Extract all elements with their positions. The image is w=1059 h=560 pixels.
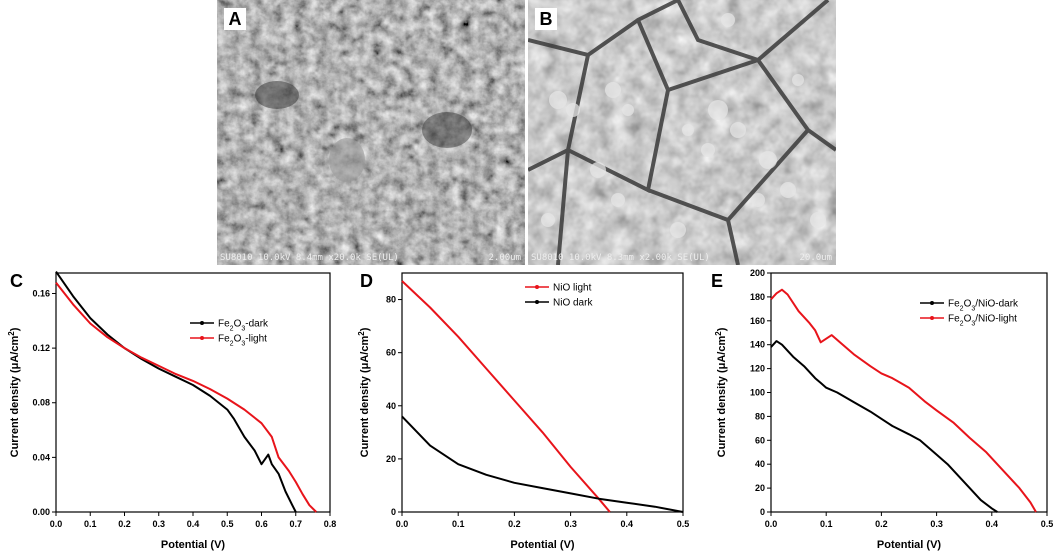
x-tick-label: 0.1	[84, 519, 97, 529]
series-line-0	[770, 340, 998, 513]
sem-caption-a: SU8010 10.0kV 8.4mm x20.0k SE(UL)	[220, 253, 399, 263]
x-axis-title: Potential (V)	[877, 539, 942, 551]
y-tick-label: 40	[755, 459, 765, 469]
series-line-0	[55, 271, 297, 513]
y-tick-label: 0.12	[32, 343, 50, 353]
x-tick-label: 0.4	[621, 519, 634, 529]
y-tick-label: 20	[386, 454, 396, 464]
panel-label-a: A	[224, 8, 246, 30]
panel-label-d: D	[360, 271, 373, 291]
panel-label-e: E	[711, 271, 723, 291]
chart-c-container: C 0.0 0.1 0.2 0.3 0.4 0.5 0.6 0.7 0.8 0.00 0.04 0.08…	[0, 265, 345, 555]
y-tick-label: 120	[750, 364, 765, 374]
x-tick-label: 0.2	[508, 519, 521, 529]
legend-label: Fe2O3-light	[218, 334, 267, 348]
legend-marker	[200, 336, 204, 340]
x-tick-label: 0.0	[765, 519, 778, 529]
series-line-0	[401, 280, 611, 513]
panel-label-c: C	[10, 271, 23, 291]
y-tick-label: 0.04	[32, 452, 50, 462]
y-tick-label: 0.00	[32, 507, 50, 517]
x-tick-label: 0.7	[289, 519, 302, 529]
plot-frame	[401, 272, 684, 513]
x-tick-label: 0.4	[986, 519, 999, 529]
legend-label: Fe2O3/NiO-light	[948, 314, 1017, 328]
legend-marker	[535, 285, 539, 289]
legend-marker	[535, 300, 539, 304]
x-tick-label: 0.0	[50, 519, 63, 529]
y-tick-label: 160	[750, 316, 765, 326]
x-tick-label: 0.4	[187, 519, 200, 529]
x-tick-label: 0.1	[820, 519, 833, 529]
chart-d-container: D 0.0 0.1 0.2 0.3 0.4 0.5 0 20 40 60 80 Potential (V…	[350, 265, 700, 555]
y-axis-title: Current density (μA/cm2)	[357, 327, 372, 457]
y-tick-label: 0.08	[32, 398, 50, 408]
sem-texture-b	[528, 0, 836, 265]
y-axis-title: Current density (μA/cm2)	[7, 327, 22, 457]
y-tick-label: 0	[391, 507, 396, 517]
panel-label-b: B	[535, 8, 557, 30]
x-tick-label: 0.1	[452, 519, 465, 529]
x-tick-label: 0.3	[152, 519, 165, 529]
y-tick-label: 180	[750, 292, 765, 302]
x-axis-title: Potential (V)	[510, 539, 575, 551]
y-tick-label: 100	[750, 388, 765, 398]
x-tick-label: 0.2	[875, 519, 888, 529]
legend-label: NiO light	[553, 283, 592, 294]
chart-d: D 0.0 0.1 0.2 0.3 0.4 0.5 0 20 40 60 80 Potential (V…	[357, 271, 690, 551]
x-tick-label: 0.3	[564, 519, 577, 529]
x-tick-label: 0.3	[930, 519, 943, 529]
y-tick-label: 60	[386, 348, 396, 358]
legend-marker	[930, 316, 934, 320]
y-axis-title: Current density (μA/cm2)	[714, 327, 729, 457]
x-tick-label: 0.6	[255, 519, 268, 529]
plot-frame	[55, 272, 331, 513]
x-tick-label: 0.0	[396, 519, 409, 529]
x-axis-title: Potential (V)	[161, 539, 226, 551]
y-tick-label: 80	[386, 295, 396, 305]
series-line-1	[770, 288, 1037, 513]
y-tick-label: 140	[750, 340, 765, 350]
sem-caption-b: SU8010 10.0kV 8.3mm x2.00k SE(UL)	[531, 253, 710, 263]
x-tick-label: 0.2	[118, 519, 131, 529]
sem-scale-a: 2.00um	[488, 253, 521, 263]
y-tick-label: 0	[760, 507, 765, 517]
chart-e-container: E 0.0 0.1 0.2 0.3 0.4 0.5 0 20 40 60 80 100 120 140 160…	[705, 265, 1059, 555]
series-line-1	[401, 415, 684, 513]
y-tick-label: 0.16	[32, 288, 50, 298]
legend-label: Fe2O3-dark	[218, 319, 269, 333]
sem-image-a: A SU8010 10.0kV 8.4mm x20.0k SE(UL) 2.00…	[217, 0, 525, 265]
sem-texture-a	[217, 0, 525, 265]
y-tick-label: 200	[750, 268, 765, 278]
chart-c: C 0.0 0.1 0.2 0.3 0.4 0.5 0.6 0.7 0.8 0.00 0.04 0.08…	[7, 271, 337, 551]
sem-scale-b: 20.0um	[799, 253, 832, 263]
y-tick-label: 20	[755, 483, 765, 493]
x-tick-label: 0.8	[324, 519, 337, 529]
x-tick-label: 0.5	[1041, 519, 1054, 529]
y-tick-label: 40	[386, 401, 396, 411]
x-tick-label: 0.5	[677, 519, 690, 529]
x-tick-label: 0.5	[221, 519, 234, 529]
legend-marker	[200, 321, 204, 325]
sem-image-b: B SU8010 10.0kV 8.3mm x2.00k SE(UL) 20.0…	[528, 0, 836, 265]
legend-marker	[930, 301, 934, 305]
series-line-1	[55, 281, 318, 513]
y-tick-label: 80	[755, 411, 765, 421]
legend-label: NiO dark	[553, 298, 593, 309]
legend-label: Fe2O3/NiO-dark	[948, 299, 1019, 313]
chart-e: E 0.0 0.1 0.2 0.3 0.4 0.5 0 20 40 60 80 100 120 140 160…	[711, 268, 1054, 551]
y-tick-label: 60	[755, 435, 765, 445]
